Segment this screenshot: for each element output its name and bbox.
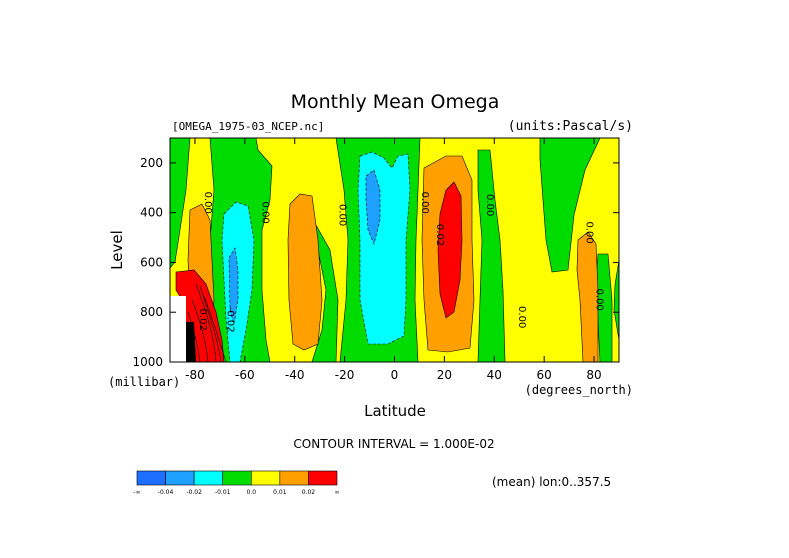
y-tick-label: 200 <box>140 156 163 170</box>
x-tick-label: 40 <box>487 368 502 382</box>
colorbar-label: -0.04 <box>158 489 174 496</box>
y-tick-label: 600 <box>140 255 163 269</box>
x-axis-label: Latitude <box>364 402 426 420</box>
chart-title: Monthly Mean Omega <box>291 91 500 113</box>
region-red-north-subtropical <box>437 181 463 319</box>
colorbar-label: -∞ <box>133 489 140 496</box>
y-tick-label: 400 <box>140 206 163 220</box>
y-axis-units: (millibar) <box>108 375 180 389</box>
below-ground-mask <box>170 296 186 362</box>
mean-note: (mean) lon:0..357.5 <box>492 475 611 489</box>
file-label: [OMEGA_1975-03_NCEP.nc] <box>172 120 324 133</box>
contour-label: 0.00 <box>202 192 213 214</box>
contour-label: 0.02 <box>434 224 445 246</box>
contour-lines-south-polar <box>187 283 227 363</box>
x-tick-label: 0 <box>391 368 399 382</box>
x-tick-label: 60 <box>537 368 552 382</box>
colorbar-legend <box>136 470 338 486</box>
contour-labels: 0.00 0.00 0.00 0.00 0.02 0.00 0.00 0.00 0.00 0.02… <box>197 192 605 333</box>
x-tick-label: -60 <box>235 368 255 382</box>
x-tick-label: 80 <box>586 368 601 382</box>
colorbar-swatch <box>165 470 195 486</box>
x-tick-label: 20 <box>437 368 452 382</box>
contour-interval-text: CONTOUR INTERVAL = 1.000E-02 <box>293 437 494 451</box>
colorbar-swatch <box>136 470 166 486</box>
colorbar-swatch <box>222 470 252 486</box>
colorbar-label: -0.01 <box>215 489 231 496</box>
y-axis: 200 400 600 800 1000 <box>132 156 619 369</box>
colorbar-swatch <box>308 470 338 486</box>
region-blue-equatorial-core <box>365 169 381 245</box>
colorbar-swatch <box>250 470 281 486</box>
below-ground-hatching <box>186 322 196 362</box>
contour-label: 0.00 <box>419 192 430 214</box>
contour-label: 0.00 <box>484 194 495 216</box>
colorbar-labels: -∞ -0.04 -0.02 -0.01 0.0 0.01 0.02 ∞ <box>133 489 339 496</box>
colorbar-label: 0.01 <box>273 489 287 496</box>
x-axis: -80 -60 -40 -20 0 20 40 60 80 <box>185 138 602 382</box>
region-green-north-high <box>539 137 601 273</box>
contour-plot-area <box>169 137 620 363</box>
contour-label: 0.00 <box>259 202 270 224</box>
colorbar-label: 0.0 <box>247 489 257 496</box>
colorbar-label: 0.02 <box>302 489 316 496</box>
contour-label: 0.02 <box>197 309 208 331</box>
colorbar-swatch <box>193 470 224 486</box>
region-blue-south-subpolar-core <box>228 247 239 325</box>
contour-label: 0.00 <box>337 204 348 226</box>
x-tick-label: -20 <box>335 368 355 382</box>
contour-label: 0.00 <box>516 306 527 328</box>
y-tick-label: 1000 <box>132 355 163 369</box>
contour-label: 0.00 <box>594 289 605 311</box>
colorbar-label: ∞ <box>335 489 340 496</box>
units-label: (units:Pascal/s) <box>508 119 633 134</box>
contour-label: -0.02 <box>224 307 235 333</box>
x-tick-label: -40 <box>285 368 305 382</box>
contour-label: 0.00 <box>584 221 595 243</box>
colorbar-swatch <box>279 470 309 486</box>
y-axis-label: Level <box>108 230 126 270</box>
colorbar-label: -0.02 <box>186 489 202 496</box>
region-orange-south-midlat <box>287 193 323 351</box>
x-tick-label: -80 <box>185 368 205 382</box>
y-tick-label: 800 <box>140 305 163 319</box>
x-axis-units: (degrees_north) <box>525 383 633 397</box>
